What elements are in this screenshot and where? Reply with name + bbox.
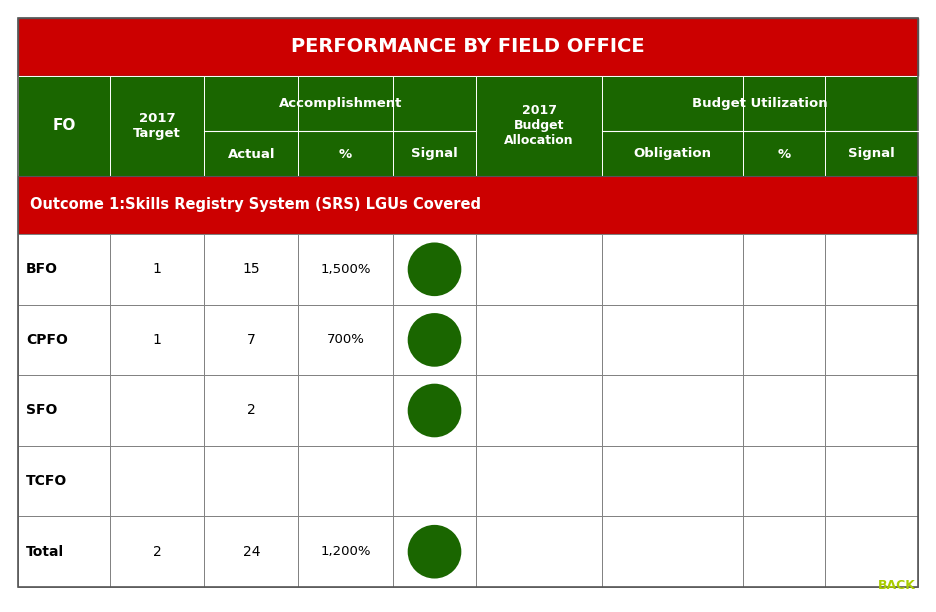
Bar	[204, 446, 299, 517]
Bar	[743, 375, 825, 446]
Bar	[825, 517, 918, 587]
Text: Accomplishment: Accomplishment	[279, 97, 402, 110]
Text: Actual: Actual	[227, 147, 275, 160]
Text: 7: 7	[247, 333, 256, 347]
Bar	[825, 305, 918, 375]
Bar	[476, 305, 602, 375]
Bar	[825, 76, 918, 176]
Ellipse shape	[408, 525, 461, 578]
Bar	[204, 305, 299, 375]
Bar	[602, 446, 743, 517]
Bar	[392, 375, 476, 446]
Bar	[743, 76, 825, 176]
Bar	[299, 375, 392, 446]
Bar	[602, 305, 743, 375]
Text: Budget Utilization: Budget Utilization	[692, 97, 827, 110]
Ellipse shape	[408, 242, 461, 296]
Text: TCFO: TCFO	[26, 474, 67, 488]
Bar	[392, 446, 476, 517]
Text: 15: 15	[242, 263, 260, 276]
Bar	[18, 176, 918, 234]
Text: Total: Total	[26, 545, 65, 559]
Bar	[299, 234, 392, 305]
Bar	[825, 446, 918, 517]
Bar	[392, 517, 476, 587]
Text: Obligation: Obligation	[634, 147, 711, 160]
Bar	[18, 375, 110, 446]
Bar	[602, 517, 743, 587]
Text: 1: 1	[153, 333, 162, 347]
Text: 2017
Budget
Allocation: 2017 Budget Allocation	[505, 105, 574, 147]
Bar	[299, 517, 392, 587]
Ellipse shape	[408, 384, 461, 438]
Bar	[18, 76, 110, 176]
Bar	[299, 446, 392, 517]
Text: BFO: BFO	[26, 263, 58, 276]
Bar	[476, 446, 602, 517]
Bar	[18, 446, 110, 517]
Bar	[110, 446, 204, 517]
Bar	[299, 76, 392, 176]
Bar	[825, 375, 918, 446]
Text: BACK: BACK	[878, 579, 916, 592]
Bar	[743, 305, 825, 375]
Text: 2017
Target: 2017 Target	[133, 112, 181, 140]
Bar	[476, 517, 602, 587]
Bar	[825, 234, 918, 305]
Bar	[204, 517, 299, 587]
Bar	[476, 375, 602, 446]
Text: 700%: 700%	[327, 334, 364, 346]
Text: 2: 2	[247, 403, 256, 417]
Bar	[392, 305, 476, 375]
Text: 24: 24	[242, 545, 260, 559]
Bar	[110, 375, 204, 446]
Text: Signal: Signal	[411, 147, 458, 160]
Bar	[743, 446, 825, 517]
Text: CPFO: CPFO	[26, 333, 68, 347]
Ellipse shape	[408, 313, 461, 367]
Bar	[110, 517, 204, 587]
Bar	[204, 234, 299, 305]
Bar	[602, 234, 743, 305]
Bar	[476, 76, 602, 176]
Bar	[602, 375, 743, 446]
Bar	[204, 76, 299, 176]
Bar	[110, 234, 204, 305]
Text: PERFORMANCE BY FIELD OFFICE: PERFORMANCE BY FIELD OFFICE	[291, 37, 645, 56]
Bar	[392, 76, 476, 176]
Bar	[110, 76, 204, 176]
Text: Signal: Signal	[848, 147, 895, 160]
Bar	[18, 517, 110, 587]
Bar	[204, 375, 299, 446]
Text: %: %	[778, 147, 791, 160]
Text: 1: 1	[153, 263, 162, 276]
Text: 1,500%: 1,500%	[320, 263, 371, 276]
Text: %: %	[339, 147, 352, 160]
Bar	[18, 18, 918, 76]
Bar	[18, 234, 110, 305]
Bar	[476, 234, 602, 305]
Bar	[602, 76, 743, 176]
Bar	[18, 305, 110, 375]
Text: Outcome 1:Skills Registry System (SRS) LGUs Covered: Outcome 1:Skills Registry System (SRS) L…	[30, 198, 481, 212]
Text: FO: FO	[52, 119, 76, 133]
Text: 2: 2	[153, 545, 162, 559]
Bar	[392, 234, 476, 305]
Bar	[299, 305, 392, 375]
Bar	[110, 305, 204, 375]
Text: SFO: SFO	[26, 403, 57, 417]
Text: 1,200%: 1,200%	[320, 545, 371, 558]
Bar	[743, 234, 825, 305]
Bar	[743, 517, 825, 587]
